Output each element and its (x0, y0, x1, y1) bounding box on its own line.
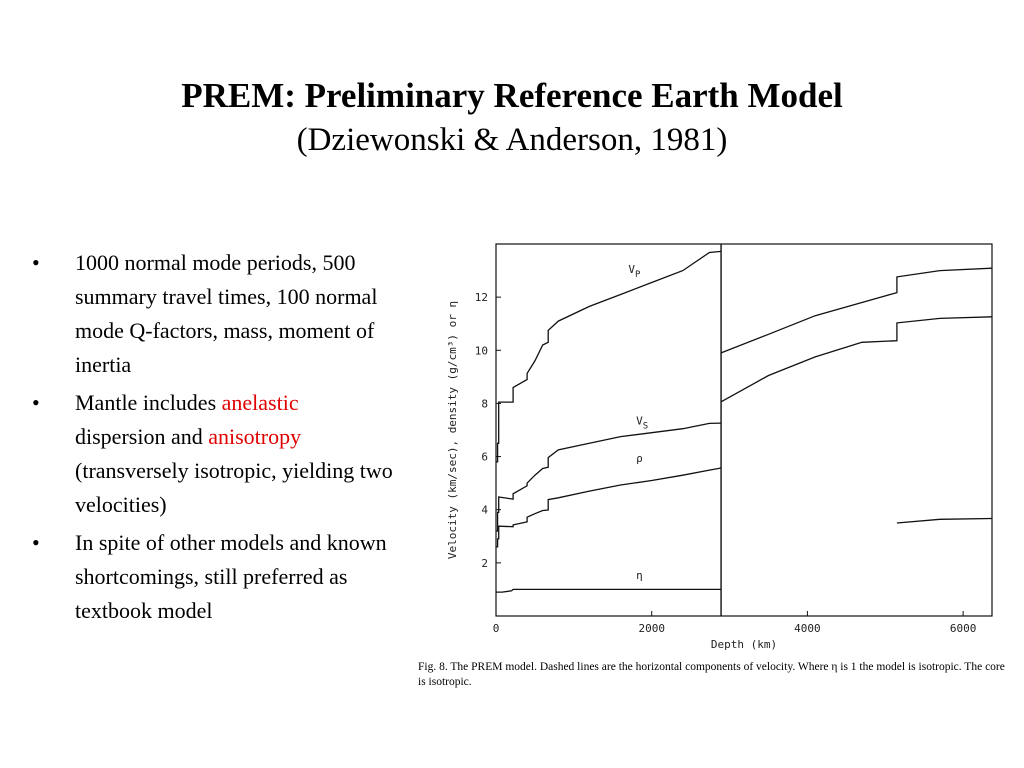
bullet-2-post: (transversely isotropic, yielding two ve… (75, 458, 393, 517)
x-tick-label-2000: 2000 (638, 622, 665, 635)
bullet-3-text: In spite of other models and known short… (75, 530, 387, 623)
series-label-rho: ρ (636, 452, 643, 465)
y-tick-label-12: 12 (475, 291, 488, 304)
series-vs-segment-0 (496, 422, 722, 532)
series-vs-segment-1 (896, 517, 993, 524)
y-tick-label-6: 6 (481, 451, 488, 464)
y-axis-label: Velocity (km/sec), density (g/cm³) or η (446, 301, 459, 559)
series-label-vp: VP (628, 263, 641, 280)
series-label-vs: VS (636, 415, 648, 432)
title-block: PREM: Preliminary Reference Earth Model … (0, 74, 1024, 162)
bullet-1-text: 1000 normal mode periods, 500 summary tr… (75, 250, 378, 377)
series-label-eta: η (636, 569, 643, 582)
bullet-item-3: In spite of other models and known short… (30, 526, 410, 628)
prem-figure: 0 2000 4000 6000 2 4 6 8 10 12 VP VS ρ η Velocity (k… (410, 236, 1010, 696)
x-tick-label-0: 0 (493, 622, 500, 635)
figure-caption: Fig. 8. The PREM model. Dashed lines are… (418, 661, 1005, 688)
highlight-anelastic: anelastic (221, 390, 299, 415)
bullet-2-mid: dispersion and (75, 424, 209, 449)
bullet-item-1: 1000 normal mode periods, 500 summary tr… (30, 246, 410, 382)
x-axis-label: Depth (km) (711, 638, 777, 651)
slide-subtitle: (Dziewonski & Anderson, 1981) (296, 122, 728, 158)
bullet-item-2: Mantle includes anelastic dispersion and… (30, 386, 410, 522)
y-tick-label-10: 10 (475, 344, 488, 357)
series-vp-segment-0 (496, 250, 722, 463)
series-vp-segment-1 (720, 316, 993, 403)
bullet-2-pre: Mantle includes (75, 390, 222, 415)
series-eta-segment-0 (496, 588, 722, 593)
series-rho-segment-0 (496, 467, 722, 548)
y-tick-label-4: 4 (481, 504, 488, 517)
y-tick-label-8: 8 (481, 397, 488, 410)
bullet-list: 1000 normal mode periods, 500 summary tr… (30, 246, 410, 632)
series-rho-segment-1 (720, 267, 993, 354)
x-tick-label-6000: 6000 (950, 622, 977, 635)
x-tick-label-4000: 4000 (794, 622, 821, 635)
y-tick-label-2: 2 (481, 557, 488, 570)
plot-frame (495, 243, 993, 617)
slide-title: PREM: Preliminary Reference Earth Model (181, 76, 843, 115)
prem-chart: 0 2000 4000 6000 2 4 6 8 10 12 VP VS ρ η Velocity (k… (446, 243, 993, 651)
highlight-anisotropy: anisotropy (208, 424, 302, 449)
